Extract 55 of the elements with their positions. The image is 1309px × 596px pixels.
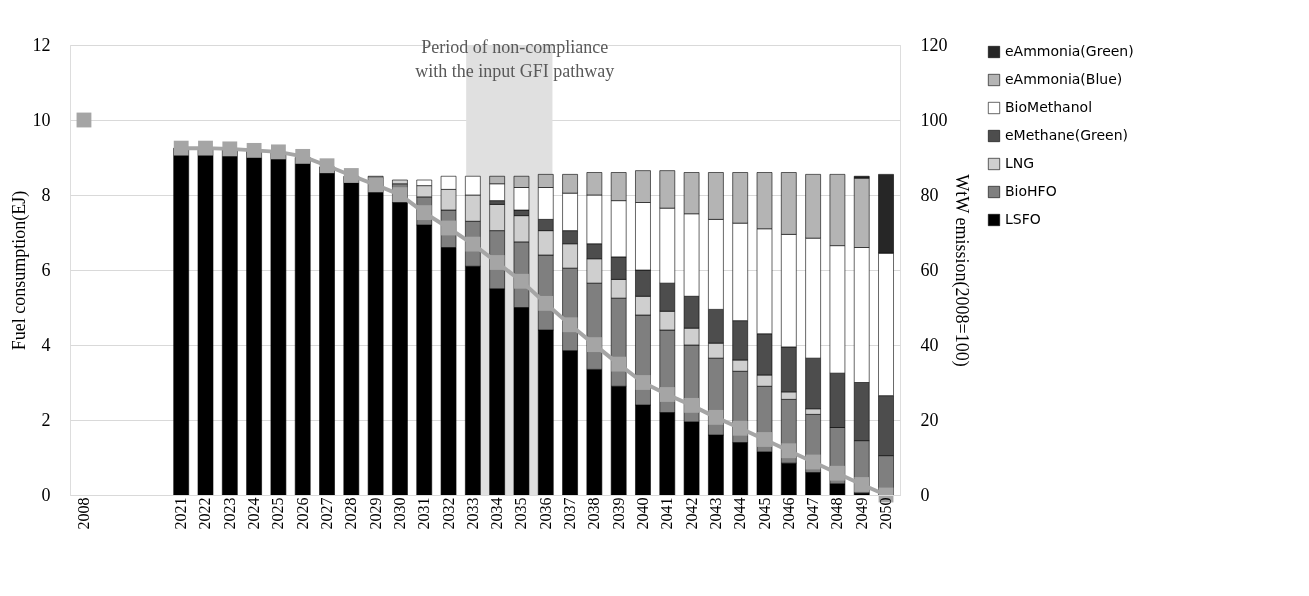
x-tick-label: 2038 [585,497,603,530]
y-tick-label: 4 [41,334,51,355]
legend-label: eAmmonia(Green) [1005,43,1134,59]
x-tick-label: 2042 [682,497,700,530]
x-tick-label: 2041 [658,497,676,530]
legend-label: eMethane(Green) [1005,127,1129,143]
x-tick-label: 2030 [390,497,408,530]
legend-label: BioHFO [1005,183,1057,199]
y2-axis-title: WtW emission(2008=100) [950,174,972,367]
y-tick-label: 2 [41,409,51,430]
y2-tick-label: 60 [920,259,939,280]
y-tick-label: 6 [41,259,51,280]
legend-label: LSFO [1005,211,1041,227]
y-tick-label: 0 [41,484,51,505]
band-label: Period of non-compliance with the input GFI pathway [415,37,615,81]
x-tick-label: 2040 [633,497,651,530]
x-tick-label: 2050 [877,497,895,530]
x-tick-label: 2023 [220,497,238,530]
x-tick-label: 2034 [488,497,506,530]
x-tick-label: 2044 [731,497,749,530]
x-tick-label: 2033 [463,497,481,530]
x-tick-label: 2048 [828,497,846,530]
y2-tick-label: 0 [920,484,930,505]
y-tick-label: 10 [32,109,51,130]
y-axis-title: Fuel consumption(EJ) [8,190,30,351]
x-tick-label: 2029 [366,497,384,530]
x-tick-label: 2036 [536,497,554,530]
x-tick-label: 2027 [318,497,336,530]
x-tick-label: 2008 [74,497,92,530]
y2-tick-label: 40 [920,334,939,355]
y2-tick-label: 120 [920,34,948,55]
x-tick-label: 2035 [512,497,530,530]
x-tick-label: 2043 [706,497,724,530]
y-tick-label: 8 [41,184,51,205]
legend-label: LNG [1005,155,1035,171]
x-tick-label: 2025 [269,497,287,530]
y-tick-label: 12 [32,34,51,55]
y2-tick-label: 100 [920,109,948,130]
x-tick-label: 2031 [415,497,433,530]
x-tick-label: 2022 [196,497,214,530]
x-tick-label: 2046 [779,497,797,530]
x-tick-label: 2032 [439,497,457,530]
x-tick-label: 2037 [561,497,579,530]
y2-tick-label: 80 [920,184,939,205]
legend-label: eAmmonia(Blue) [1005,71,1123,87]
x-tick-label: 2024 [245,497,263,530]
x-tick-label: 2045 [755,497,773,530]
x-tick-label: 2039 [609,497,627,530]
x-tick-label: 2026 [293,497,311,530]
x-tick-label: 2028 [342,497,360,530]
legend-label: BioMethanol [1005,99,1093,115]
x-tick-label: 2047 [804,497,822,530]
x-tick-label: 2021 [172,497,190,530]
x-tick-label: 2049 [852,497,870,530]
y2-tick-label: 20 [920,409,939,430]
